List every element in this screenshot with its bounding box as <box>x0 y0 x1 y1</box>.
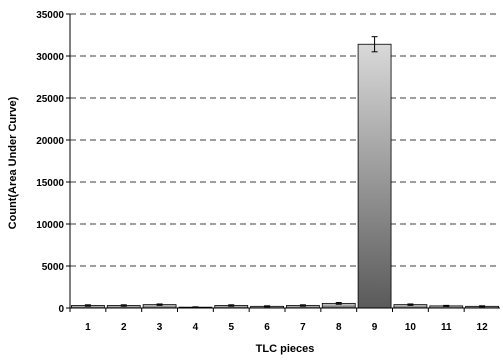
axes <box>66 13 500 312</box>
y-tick-label: 20000 <box>36 136 64 147</box>
y-tick-label: 0 <box>58 304 64 315</box>
x-tick-label-9: 9 <box>372 322 378 333</box>
bar-9 <box>357 43 392 309</box>
x-tick-label-11: 11 <box>441 322 452 333</box>
y-tick-label: 5000 <box>42 262 65 273</box>
y-tick-label: 15000 <box>36 178 64 189</box>
x-tick-label-12: 12 <box>477 322 489 333</box>
y-tick-label: 30000 <box>36 52 64 63</box>
x-tick-label-5: 5 <box>228 322 234 333</box>
bars <box>71 36 499 309</box>
y-tick-label: 25000 <box>36 94 64 105</box>
x-tick-label-7: 7 <box>300 322 306 333</box>
x-tick-label-10: 10 <box>405 322 417 333</box>
x-tick-label-3: 3 <box>157 322 163 333</box>
x-tick-label-4: 4 <box>193 322 199 333</box>
y-axis-label: Count(Area Under Curve) <box>7 96 19 229</box>
x-tick-label-8: 8 <box>336 322 342 333</box>
x-axis-label: TLC pieces <box>256 343 315 355</box>
x-tick-label-1: 1 <box>85 322 91 333</box>
x-tick-label-2: 2 <box>121 322 127 333</box>
grid-lines <box>70 13 500 267</box>
x-tick-label-6: 6 <box>264 322 270 333</box>
y-tick-label: 10000 <box>36 220 64 231</box>
y-tick-label: 35000 <box>36 10 64 21</box>
